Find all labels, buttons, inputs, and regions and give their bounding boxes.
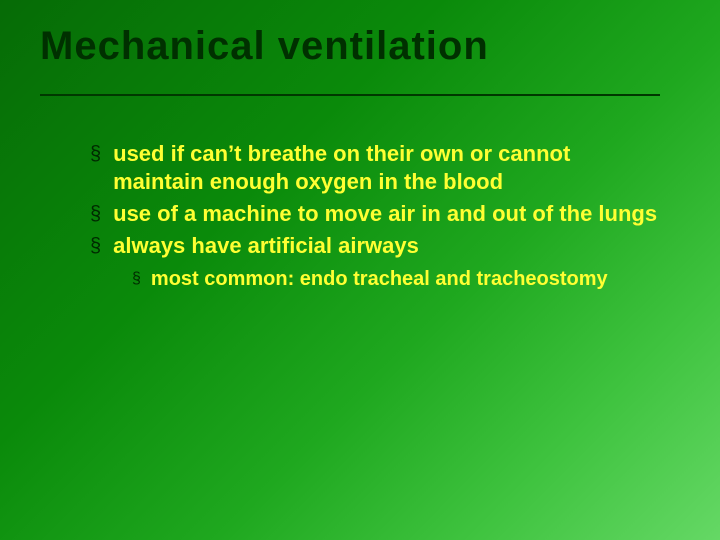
bullet-icon: § [90, 232, 101, 260]
bullet-text: always have artificial airways [113, 232, 419, 260]
bullet-icon: § [90, 140, 101, 168]
slide-body: § used if can’t breathe on their own or … [90, 140, 660, 294]
title-underline [40, 94, 660, 96]
sub-bullet-item: § most common: endo tracheal and tracheo… [132, 266, 660, 292]
bullet-item: § use of a machine to move air in and ou… [90, 200, 660, 228]
bullet-icon: § [132, 266, 141, 292]
bullet-icon: § [90, 200, 101, 228]
bullet-item: § used if can’t breathe on their own or … [90, 140, 660, 196]
slide-title: Mechanical ventilation [40, 24, 489, 69]
bullet-text: use of a machine to move air in and out … [113, 200, 657, 228]
bullet-item: § always have artificial airways [90, 232, 660, 260]
slide: Mechanical ventilation § used if can’t b… [0, 0, 720, 540]
bullet-text: used if can’t breathe on their own or ca… [113, 140, 660, 196]
sub-bullet-text: most common: endo tracheal and tracheost… [151, 266, 608, 292]
sub-bullet-group: § most common: endo tracheal and tracheo… [132, 266, 660, 292]
